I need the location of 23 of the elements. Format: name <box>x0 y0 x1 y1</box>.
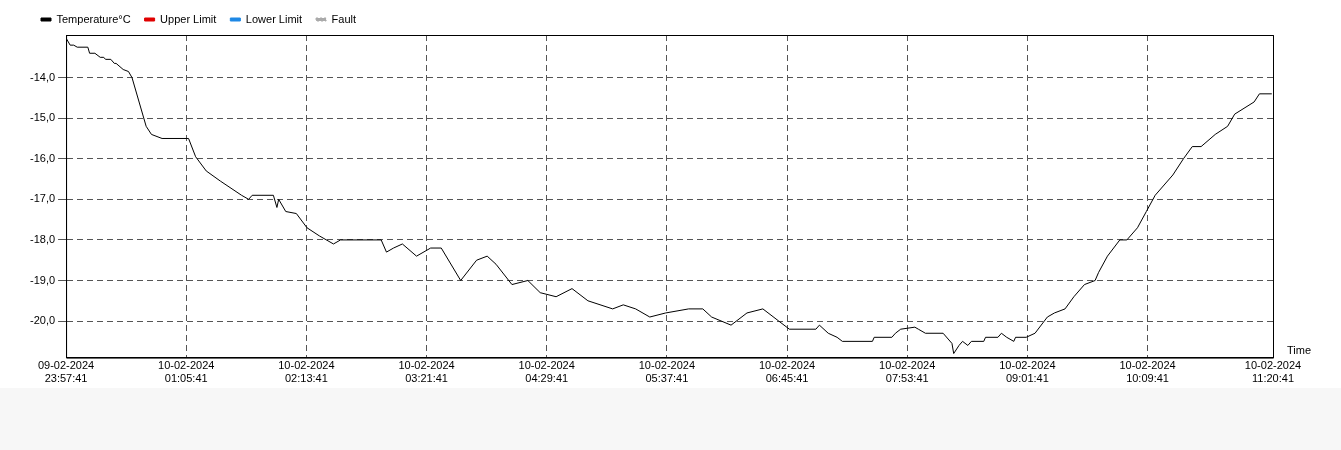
legend-label: Lower Limit <box>245 12 303 25</box>
y-tick-label: -19,0 <box>29 273 56 286</box>
x-tick-label: 10-02-2024 05:37:41 <box>638 359 696 385</box>
x-tick-label: 10-02-2024 03:21:41 <box>398 359 455 385</box>
y-tick-label: -14,0 <box>29 70 56 83</box>
x-axis-title: Time <box>1287 344 1312 357</box>
legend-label: Upper Limit <box>160 12 217 25</box>
y-tick-label: -18,0 <box>29 232 56 245</box>
x-tick-label: 10-02-2024 06:45:41 <box>758 359 816 385</box>
y-tick-label: -17,0 <box>29 192 56 205</box>
legend-label: Temperature°C <box>56 12 131 25</box>
x-tick-label: 10-02-2024 07:53:41 <box>879 359 936 385</box>
x-tick-label: 10-02-2024 04:29:41 <box>518 359 575 385</box>
x-tick-label: 10-02-2024 01:05:41 <box>158 359 215 385</box>
x-tick-label: 10-02-2024 11:20:41 <box>1244 359 1302 385</box>
x-tick-label: 10-02-2024 10:09:41 <box>1119 359 1176 385</box>
x-tick-label: 10-02-2024 09:01:41 <box>999 359 1056 385</box>
x-tick-label: 09-02-2024 23:57:41 <box>37 359 95 385</box>
legend-label: Fault <box>331 12 357 25</box>
y-tick-label: -16,0 <box>29 151 56 164</box>
y-tick-label: -20,0 <box>29 314 56 327</box>
y-tick-label: -15,0 <box>29 111 56 124</box>
x-tick-label: 10-02-2024 02:13:41 <box>278 359 335 385</box>
